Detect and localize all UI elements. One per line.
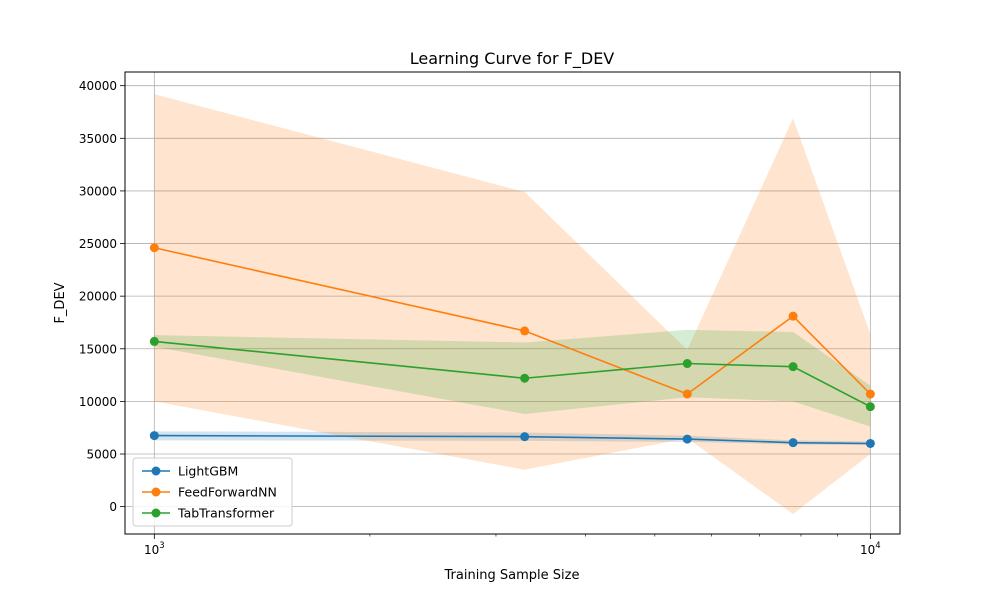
axis-ticks: 103 104 0 5000 10000 15000 20000 25000 30000 3500… <box>79 79 881 557</box>
y-tick-label: 5000 <box>86 448 117 462</box>
legend-marker-lightgbm <box>151 466 161 476</box>
point-tabtransformer <box>865 402 875 412</box>
y-axis-label: F_DEV <box>53 282 68 323</box>
point-lightgbm <box>682 434 692 444</box>
band-tabtransformer <box>154 329 871 427</box>
point-tabtransformer <box>520 373 530 383</box>
point-feedforwardnn <box>788 311 798 321</box>
legend-label-lightgbm: LightGBM <box>178 464 238 479</box>
point-tabtransformer <box>788 362 798 372</box>
x-tick-label: 104 <box>860 541 881 557</box>
y-tick-label: 10000 <box>79 395 117 409</box>
point-lightgbm <box>788 438 798 448</box>
chart-title: Learning Curve for F_DEV <box>410 49 615 69</box>
y-tick-label: 15000 <box>79 342 117 356</box>
y-tick-label: 0 <box>109 500 117 514</box>
legend-marker-feedforwardnn <box>151 487 161 497</box>
plot-frame <box>124 71 901 535</box>
point-lightgbm <box>865 438 875 448</box>
legend-marker-tabtransformer <box>151 508 161 518</box>
point-lightgbm <box>520 432 530 442</box>
band-lightgbm <box>154 431 871 446</box>
point-lightgbm <box>149 431 159 441</box>
y-tick-label: 35000 <box>79 132 117 146</box>
legend: LightGBM FeedForwardNN TabTransformer <box>132 457 293 527</box>
x-axis-label: Training Sample Size <box>444 568 580 583</box>
legend-label-feedforwardnn: FeedForwardNN <box>178 485 277 500</box>
point-tabtransformer <box>149 336 159 346</box>
point-feedforwardnn <box>520 326 530 336</box>
point-feedforwardnn <box>682 389 692 399</box>
x-tick-label: 103 <box>144 541 165 557</box>
point-feedforwardnn <box>149 243 159 253</box>
band-feedforwardnn <box>154 94 871 515</box>
y-tick-label: 20000 <box>79 290 117 304</box>
point-feedforwardnn <box>865 389 875 399</box>
y-tick-label: 25000 <box>79 237 117 251</box>
point-tabtransformer <box>682 359 692 369</box>
y-tick-label: 40000 <box>79 79 117 93</box>
series-lines <box>149 243 875 448</box>
legend-box <box>132 457 293 527</box>
legend-label-tabtransformer: TabTransformer <box>177 506 275 521</box>
confidence-bands <box>154 94 871 515</box>
y-tick-label: 30000 <box>79 184 117 198</box>
